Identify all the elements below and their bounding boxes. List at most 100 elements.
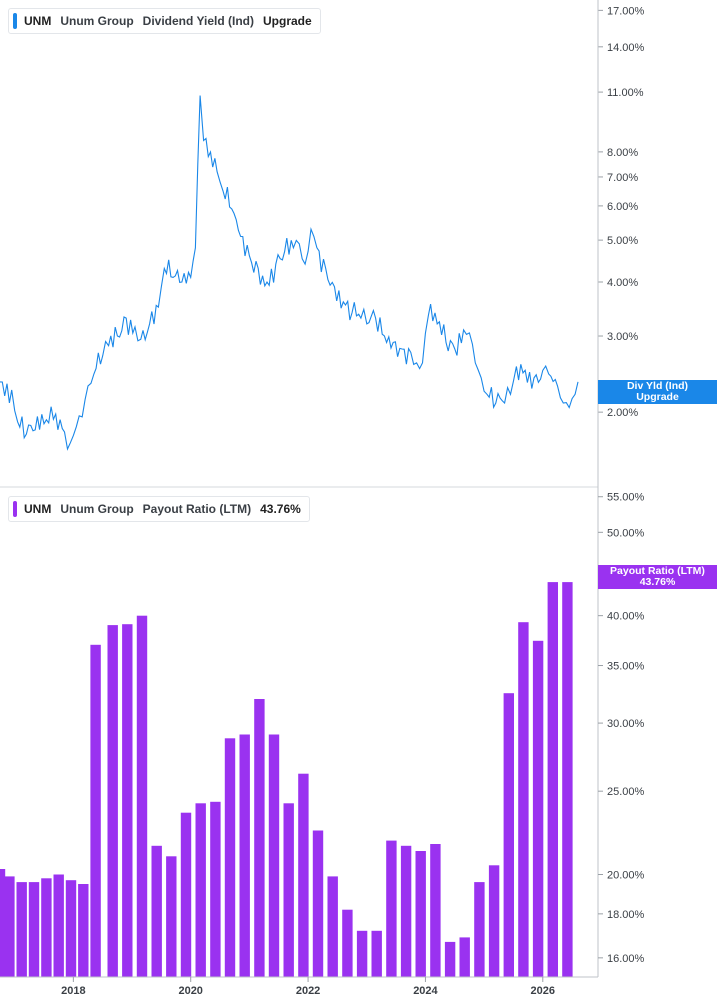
dividend-yield-value-tag[interactable]: Div Yld (Ind) Upgrade <box>598 380 717 404</box>
y-tick: 18.00% <box>598 909 645 921</box>
y-tick-label: 4.00% <box>607 277 638 289</box>
y-tick-label: 5.00% <box>607 235 638 247</box>
legend-company: Unum Group <box>60 502 134 516</box>
y-tick: 5.00% <box>598 235 638 247</box>
legend-company: Unum Group <box>60 14 134 28</box>
payout-bar[interactable] <box>371 930 382 977</box>
payout-bar[interactable] <box>400 845 412 977</box>
y-tick: 55.00% <box>598 492 645 504</box>
tag-label: Payout Ratio (LTM) <box>610 565 705 577</box>
payout-bar[interactable] <box>239 734 250 978</box>
payout-bar[interactable] <box>356 930 368 977</box>
y-tick: 50.00% <box>598 527 645 539</box>
payout-bar[interactable] <box>327 876 338 977</box>
payout-bar[interactable] <box>386 840 397 977</box>
time-x-axis: 2018 2020 2022 2024 2026 <box>61 977 555 997</box>
y-tick: 8.00% <box>598 147 638 159</box>
payout-bar[interactable] <box>562 582 573 977</box>
x-tick-label: 2026 <box>531 985 555 997</box>
payout-bar[interactable] <box>415 851 426 977</box>
payout-bar[interactable] <box>41 878 52 977</box>
y-tick-label: 25.00% <box>607 786 645 798</box>
y-tick-label: 20.00% <box>607 870 645 882</box>
y-tick-label: 14.00% <box>607 42 645 54</box>
payout-bar[interactable] <box>122 624 133 977</box>
y-tick: 17.00% <box>598 5 645 17</box>
payout-bar[interactable] <box>16 882 27 977</box>
payout-bar[interactable] <box>430 844 441 977</box>
y-tick: 20.00% <box>598 870 645 882</box>
y-tick-label: 30.00% <box>607 718 645 730</box>
y-tick: 35.00% <box>598 661 645 673</box>
payout-bar[interactable] <box>151 845 162 977</box>
payout-bar[interactable] <box>136 615 148 977</box>
x-tick-label: 2020 <box>178 985 202 997</box>
payout-ratio-swatch <box>13 501 17 517</box>
y-tick: 4.00% <box>598 277 638 289</box>
payout-bar[interactable] <box>28 882 40 977</box>
payout-bar[interactable] <box>547 582 558 977</box>
payout-bar[interactable] <box>224 738 236 977</box>
y-tick-label: 40.00% <box>607 611 645 623</box>
legend-metric: Payout Ratio (LTM) <box>142 502 252 516</box>
payout-bar[interactable] <box>0 869 6 977</box>
payout-bar[interactable] <box>474 882 485 977</box>
x-tick-label: 2018 <box>61 985 85 997</box>
payout-bar[interactable] <box>444 941 456 977</box>
y-tick-label: 11.00% <box>607 87 644 99</box>
tag-value: Upgrade <box>636 391 679 403</box>
y-tick-label: 16.00% <box>607 953 645 965</box>
y-tick: 7.00% <box>598 172 638 184</box>
payout-bar[interactable] <box>180 812 192 977</box>
x-tick-label: 2024 <box>413 985 438 997</box>
y-tick: 11.00% <box>598 87 644 99</box>
payout-bar[interactable] <box>518 622 529 977</box>
legend-value[interactable]: Upgrade <box>263 14 312 28</box>
legend-ticker: UNM <box>24 502 52 516</box>
payout-bar[interactable] <box>283 803 294 977</box>
payout-bar[interactable] <box>166 856 177 977</box>
payout-ratio-panel: 55.00%50.00%45.00%40.00%35.00%30.00%25.0… <box>0 492 645 977</box>
y-tick-label: 17.00% <box>607 5 645 17</box>
x-tick: 2026 <box>531 977 555 997</box>
payout-bar[interactable] <box>254 699 265 977</box>
payout-bar[interactable] <box>195 803 206 977</box>
payout-bar[interactable] <box>488 865 500 977</box>
payout-bar[interactable] <box>107 625 118 977</box>
y-tick-label: 7.00% <box>607 172 638 184</box>
payout-bar[interactable] <box>210 801 221 977</box>
payout-bar[interactable] <box>532 640 544 977</box>
payout-bar[interactable] <box>298 773 309 977</box>
dividend-yield-legend: UNM Unum Group Dividend Yield (Ind) Upgr… <box>8 8 321 34</box>
y-tick-label: 8.00% <box>607 147 638 159</box>
y-tick: 25.00% <box>598 786 645 798</box>
tag-value: 43.76% <box>639 576 676 588</box>
x-tick-label: 2022 <box>296 985 320 997</box>
payout-ratio-y-axis: 55.00%50.00%45.00%40.00%35.00%30.00%25.0… <box>598 492 645 965</box>
y-tick: 14.00% <box>598 42 645 54</box>
tag-label: Div Yld (Ind) <box>626 380 689 392</box>
payout-bar[interactable] <box>90 644 101 977</box>
payout-bar[interactable] <box>268 734 280 978</box>
y-tick-label: 6.00% <box>607 201 638 213</box>
payout-bar[interactable] <box>53 874 64 978</box>
y-tick: 6.00% <box>598 201 638 213</box>
x-tick: 2024 <box>413 977 439 997</box>
payout-ratio-bars <box>0 582 573 977</box>
y-tick: 40.00% <box>598 611 645 623</box>
legend-ticker: UNM <box>24 14 52 28</box>
y-tick-label: 3.00% <box>607 331 638 343</box>
y-tick: 16.00% <box>598 953 645 965</box>
payout-bar[interactable] <box>459 937 470 977</box>
payout-bar[interactable] <box>342 909 353 977</box>
legend-value: 43.76% <box>260 502 301 516</box>
payout-bar[interactable] <box>78 884 89 977</box>
x-tick: 2018 <box>61 977 86 997</box>
y-tick-label: 2.00% <box>607 407 638 419</box>
payout-bar[interactable] <box>312 830 324 978</box>
y-tick: 3.00% <box>598 331 638 343</box>
payout-bar[interactable] <box>4 876 15 977</box>
payout-bar[interactable] <box>503 693 514 977</box>
payout-bar[interactable] <box>65 880 77 977</box>
